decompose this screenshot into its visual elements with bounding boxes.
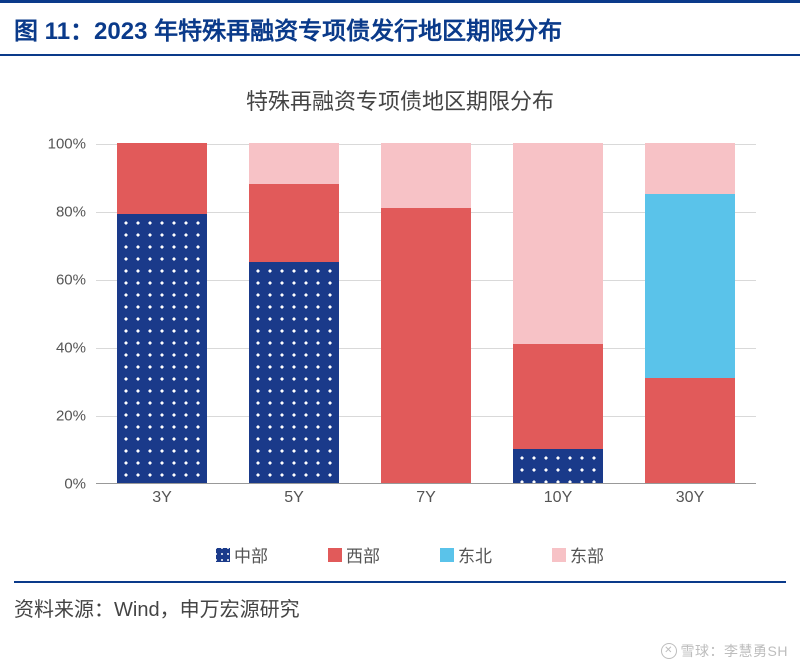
- legend-item: 西部: [328, 542, 380, 567]
- bar-segment: [249, 184, 339, 262]
- y-tick-label: 60%: [40, 272, 86, 289]
- bar-segment: [117, 143, 207, 214]
- x-tick-label: 10Y: [544, 489, 572, 507]
- bar-segment: [645, 378, 735, 483]
- legend-label: 中部: [234, 542, 268, 567]
- source-line: 资料来源：Wind，申万宏源研究: [0, 591, 800, 622]
- bar-group: [381, 143, 471, 483]
- legend-swatch: [216, 548, 230, 562]
- x-tick-label: 30Y: [676, 489, 704, 507]
- bar-group: [117, 143, 207, 483]
- watermark: ✕ 雪球：李慧勇SH: [661, 641, 788, 661]
- legend-swatch: [328, 548, 342, 562]
- watermark-text: 雪球：李慧勇SH: [681, 641, 788, 661]
- bar-group: [513, 143, 603, 483]
- chart-area: 0% 20% 40% 60% 80% 100% 3Y 5Y 7Y 10Y 30Y: [40, 134, 780, 534]
- legend-item: 东部: [552, 542, 604, 567]
- bar-group: [645, 143, 735, 483]
- y-tick-label: 0%: [40, 476, 86, 493]
- figure-title: 图 11：2023 年特殊再融资专项债发行地区期限分布: [0, 0, 800, 56]
- legend-swatch: [552, 548, 566, 562]
- bar-segment: [513, 449, 603, 483]
- bar-segment: [117, 214, 207, 483]
- legend-label: 东北: [458, 542, 492, 567]
- legend-label: 西部: [346, 542, 380, 567]
- bar-group: [249, 143, 339, 483]
- y-tick-label: 100%: [40, 136, 86, 153]
- legend-item: 中部: [216, 542, 268, 567]
- bottom-rule: [14, 581, 786, 583]
- bar-segment: [381, 208, 471, 483]
- bar-segment: [513, 143, 603, 344]
- plot-region: [96, 144, 756, 484]
- legend: 中部 西部 东北 东部: [40, 542, 780, 571]
- bar-segment: [249, 143, 339, 184]
- legend-swatch: [440, 548, 454, 562]
- x-tick-label: 7Y: [416, 489, 436, 507]
- bar-segment: [249, 262, 339, 483]
- y-tick-label: 20%: [40, 408, 86, 425]
- x-tick-label: 5Y: [284, 489, 304, 507]
- legend-item: 东北: [440, 542, 492, 567]
- bar-segment: [645, 143, 735, 194]
- bar-segment: [381, 143, 471, 208]
- watermark-icon: ✕: [661, 643, 677, 659]
- legend-label: 东部: [570, 542, 604, 567]
- chart-subtitle: 特殊再融资专项债地区期限分布: [0, 84, 800, 116]
- bar-segment: [645, 194, 735, 378]
- figure-container: 图 11：2023 年特殊再融资专项债发行地区期限分布 特殊再融资专项债地区期限…: [0, 0, 800, 667]
- bar-segment: [513, 344, 603, 449]
- x-tick-label: 3Y: [152, 489, 172, 507]
- y-tick-label: 40%: [40, 340, 86, 357]
- y-tick-label: 80%: [40, 204, 86, 221]
